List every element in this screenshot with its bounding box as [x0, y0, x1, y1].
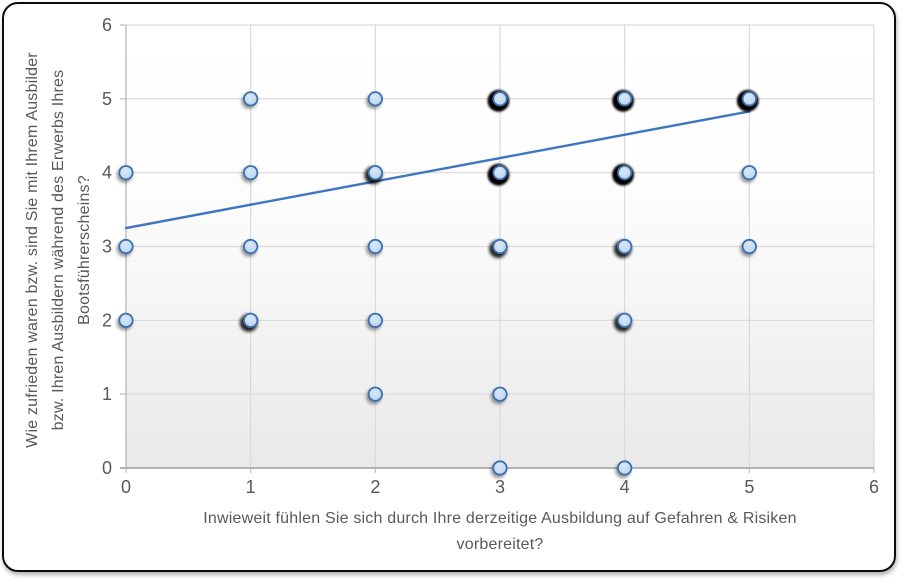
marker — [492, 238, 508, 255]
x-tick-label: 0 — [121, 477, 131, 497]
marker — [492, 460, 508, 476]
y-tick-label: 5 — [102, 89, 112, 109]
y-axis-title: Wie zufrieden waren bzw. sind Sie mit Ih… — [20, 40, 98, 460]
y-tick-label: 1 — [102, 384, 112, 404]
marker — [617, 238, 633, 255]
y-tick-label: 4 — [102, 163, 112, 183]
marker — [741, 165, 757, 181]
x-axis-title-line-1: Inwieweit fühlen Sie sich durch Ihre der… — [203, 510, 797, 527]
x-axis-title: Inwieweit fühlen Sie sich durch Ihre der… — [126, 506, 874, 558]
marker — [118, 312, 134, 328]
marker — [367, 165, 383, 181]
marker — [617, 312, 633, 328]
marker — [367, 91, 383, 107]
x-tick-label: 6 — [869, 477, 879, 497]
trend-line — [124, 110, 751, 230]
x-axis-title-line-2: vorbereitet? — [456, 536, 544, 553]
y-axis-title-line-2: bzw. Ihren Ausbildern während des Erwerb… — [50, 69, 67, 431]
marker — [243, 165, 259, 181]
marker — [243, 91, 259, 107]
marker — [492, 91, 508, 107]
y-tick-label: 0 — [102, 458, 112, 478]
marker — [617, 91, 633, 107]
y-tick-label: 6 — [102, 15, 112, 35]
marker — [367, 312, 383, 328]
y-axis-title-line-1: Wie zufrieden waren bzw. sind Sie mit Ih… — [24, 52, 41, 448]
x-tick-label: 1 — [246, 477, 256, 497]
marker — [367, 238, 383, 255]
marker — [118, 165, 134, 181]
marker — [367, 386, 383, 402]
marker — [617, 460, 633, 476]
marker — [243, 312, 259, 328]
marker — [741, 91, 757, 107]
y-tick-label: 3 — [102, 237, 112, 257]
marker — [243, 238, 259, 255]
marker — [741, 238, 757, 255]
marker — [492, 165, 508, 181]
marker — [492, 386, 508, 402]
marker — [118, 238, 134, 255]
x-tick-label: 5 — [744, 477, 754, 497]
x-tick-label: 3 — [495, 477, 505, 497]
x-tick-label: 2 — [370, 477, 380, 497]
x-tick-label: 4 — [620, 477, 630, 497]
marker — [617, 165, 633, 181]
y-tick-label: 2 — [102, 310, 112, 330]
y-axis-title-line-3: Bootsführerscheins? — [76, 175, 93, 325]
